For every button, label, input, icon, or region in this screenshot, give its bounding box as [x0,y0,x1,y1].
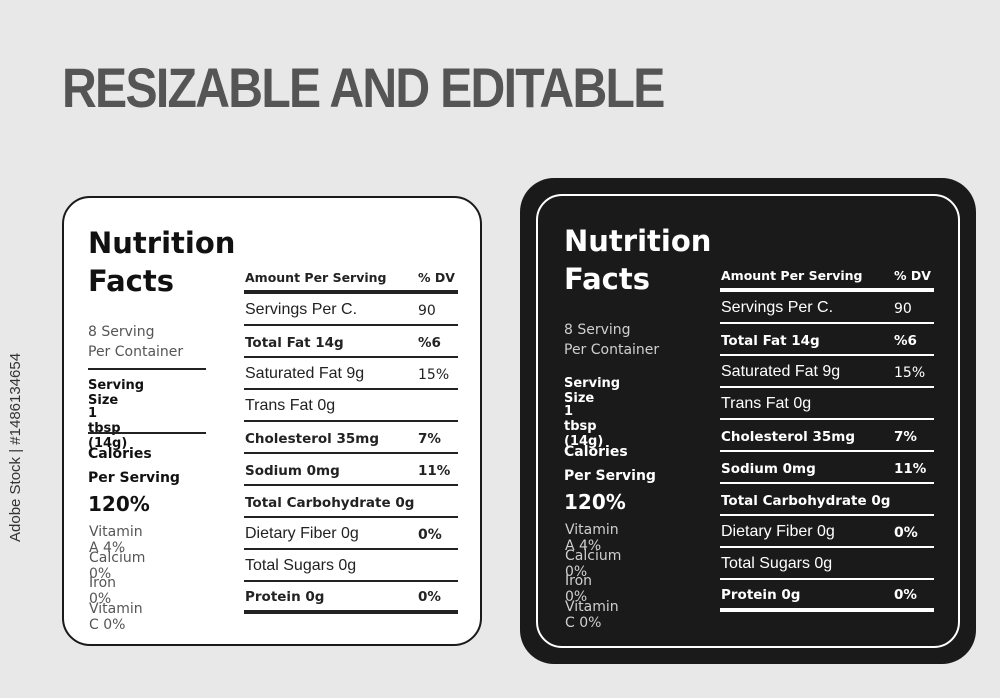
table-row: Dietary Fiber 0g 0% [244,518,458,550]
inner-border [536,194,960,648]
table-row: Total Carbohydrate 0g [720,484,934,516]
nutrient-table: Amount Per Serving % DV Servings Per C. 9… [720,262,934,612]
servings-per-container: 8 Serving Per Container [88,324,184,360]
table-row: Cholesterol 35mg 7% [244,422,458,454]
label-title: Nutrition Facts [88,224,258,300]
table-row: Cholesterol 35mg 7% [720,420,934,452]
vitamin-item: Vitamin C 0% [89,601,143,633]
title-line-1: Nutrition [88,226,236,260]
serving-size-label: Serving Size [564,376,621,406]
label-title: Nutrition Facts [564,222,734,298]
table-row: Trans Fat 0g [720,388,934,420]
table-row: Total Fat 14g %6 [244,326,458,358]
calories-label: Calories Per Serving [564,444,656,484]
vitamin-item: Iron 0% [565,573,593,605]
nutrition-label-light: Nutrition Facts 8 Serving Per Container … [62,196,482,646]
table-row: Servings Per C. 90 [244,294,458,326]
serving-size-label: Serving Size [88,378,145,408]
divider [88,432,206,434]
table-row: Dietary Fiber 0g 0% [720,516,934,548]
table-header: Amount Per Serving % DV [244,264,458,294]
table-row: Saturated Fat 9g 15% [720,356,934,388]
nutrient-table: Amount Per Serving % DV Servings Per C. 9… [244,264,458,614]
divider [88,368,206,370]
vitamin-item: Vitamin A 4% [89,524,143,556]
table-row: Protein 0g 0% [720,580,934,612]
table-row: Servings Per C. 90 [720,292,934,324]
serving-size-value: 1 tbsp (14g) [564,404,604,449]
calories-label: Calories Per Serving [88,446,180,486]
table-row: Total Carbohydrate 0g [244,486,458,518]
vitamin-item: Vitamin A 4% [565,522,619,554]
table-row: Saturated Fat 9g 15% [244,358,458,390]
table-row: Protein 0g 0% [244,582,458,614]
vitamin-item: Iron 0% [89,575,117,607]
table-row: Total Fat 14g %6 [720,324,934,356]
headline: RESIZABLE AND EDITABLE [62,56,665,119]
vitamin-item: Calcium 0% [89,550,146,582]
table-row: Trans Fat 0g [244,390,458,422]
servings-per-container: 8 Serving Per Container [564,322,660,358]
table-header: Amount Per Serving % DV [720,262,934,292]
nutrition-label-dark: Nutrition Facts 8 Serving Per Container … [520,178,976,664]
table-row: Total Sugars 0g [720,548,934,580]
title-line-2: Facts [88,264,174,298]
vitamin-item: Calcium 0% [565,548,622,580]
calories-value: 120% [88,492,150,516]
table-row: Sodium 0mg 11% [720,452,934,484]
title-line-2: Facts [564,262,650,296]
calories-value: 120% [564,490,626,514]
title-line-1: Nutrition [564,224,712,258]
vitamin-item: Vitamin C 0% [565,599,619,631]
table-row: Sodium 0mg 11% [244,454,458,486]
table-row: Total Sugars 0g [244,550,458,582]
